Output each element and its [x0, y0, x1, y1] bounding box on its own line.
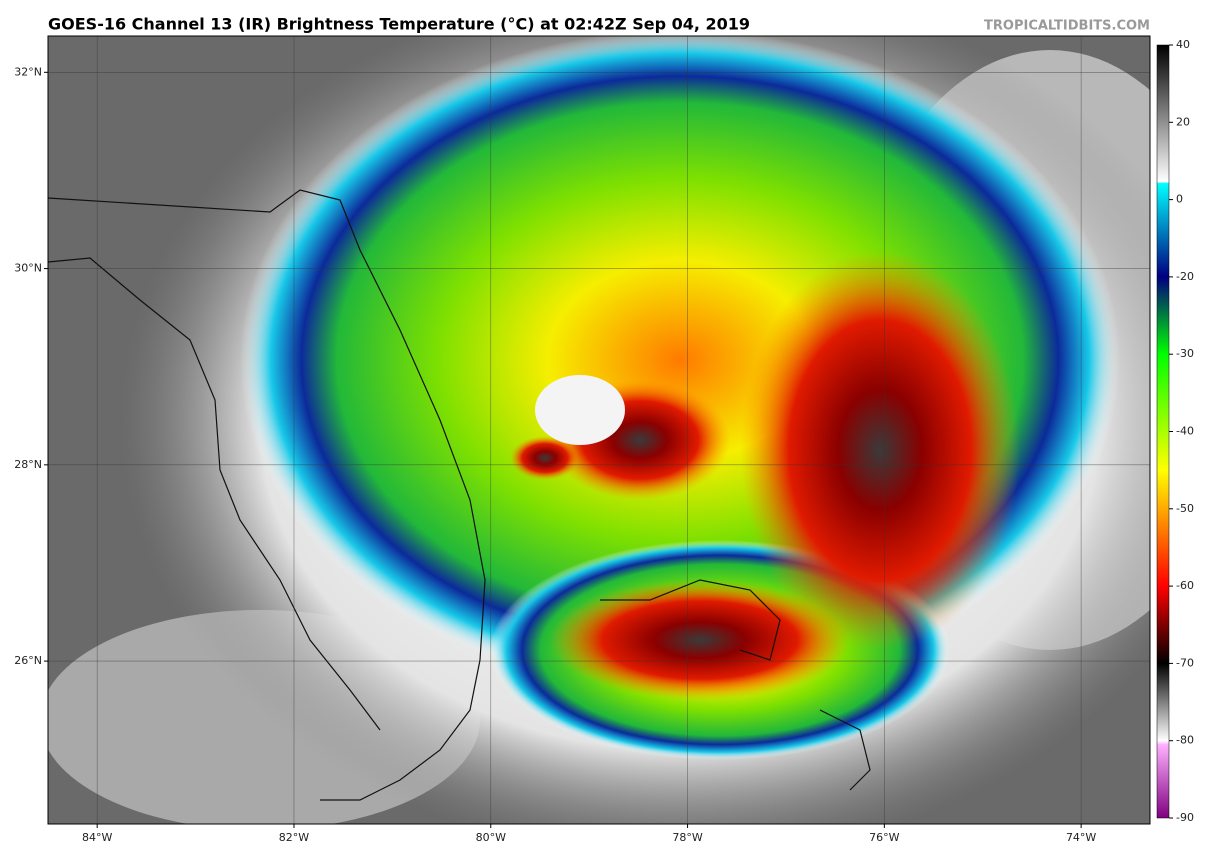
- colorbar-label: -40: [1176, 425, 1194, 438]
- coastline: [819, 709, 871, 791]
- y-tick-label: 28°N: [14, 458, 42, 471]
- x-tick-label: 76°W: [869, 831, 899, 844]
- y-tick-label: 32°N: [14, 65, 42, 78]
- y-tick-label: 26°N: [14, 654, 42, 667]
- coastline: [600, 579, 781, 661]
- graticule: 84°W 82°W 80°W 78°W 76°W 74°W 32°N 30°N 28°N 26°N: [14, 36, 1150, 844]
- convection: [740, 250, 1020, 650]
- coastline: [48, 257, 381, 731]
- colorbar-label: -70: [1176, 656, 1194, 669]
- colorbar: [1156, 44, 1170, 819]
- satellite-image: [48, 36, 1150, 824]
- source: TROPICALTIDBITS.COM: [984, 19, 1150, 34]
- map-frame: [47, 35, 1151, 825]
- convection: [550, 580, 850, 700]
- colorbar-label: 0: [1176, 193, 1183, 206]
- convection: [510, 436, 580, 480]
- colorbar-label: 40: [1176, 38, 1190, 51]
- title: GOES-16 Channel 13 (IR) Brightness Tempe…: [48, 15, 750, 34]
- x-tick-label: 84°W: [82, 831, 112, 844]
- x-tick-label: 78°W: [672, 831, 702, 844]
- y-tick-label: 30°N: [14, 262, 42, 275]
- colorbar-label: -90: [1176, 811, 1194, 824]
- colorbar-label: -60: [1176, 579, 1194, 592]
- colorbar-ticks: 40 20 0 -20 -30 -40 -50 -60 -70 -80 -90: [1169, 38, 1194, 824]
- colorbar-label: -30: [1176, 347, 1194, 360]
- coastline: [48, 189, 486, 801]
- colorbar-label: -80: [1176, 734, 1194, 747]
- colorbar-label: -20: [1176, 270, 1194, 283]
- x-tick-label: 82°W: [279, 831, 309, 844]
- x-tick-label: 80°W: [476, 831, 506, 844]
- x-tick-label: 74°W: [1066, 831, 1096, 844]
- colorbar-label: 20: [1176, 115, 1190, 128]
- colorbar-label: -50: [1176, 502, 1194, 515]
- eye: [535, 375, 625, 445]
